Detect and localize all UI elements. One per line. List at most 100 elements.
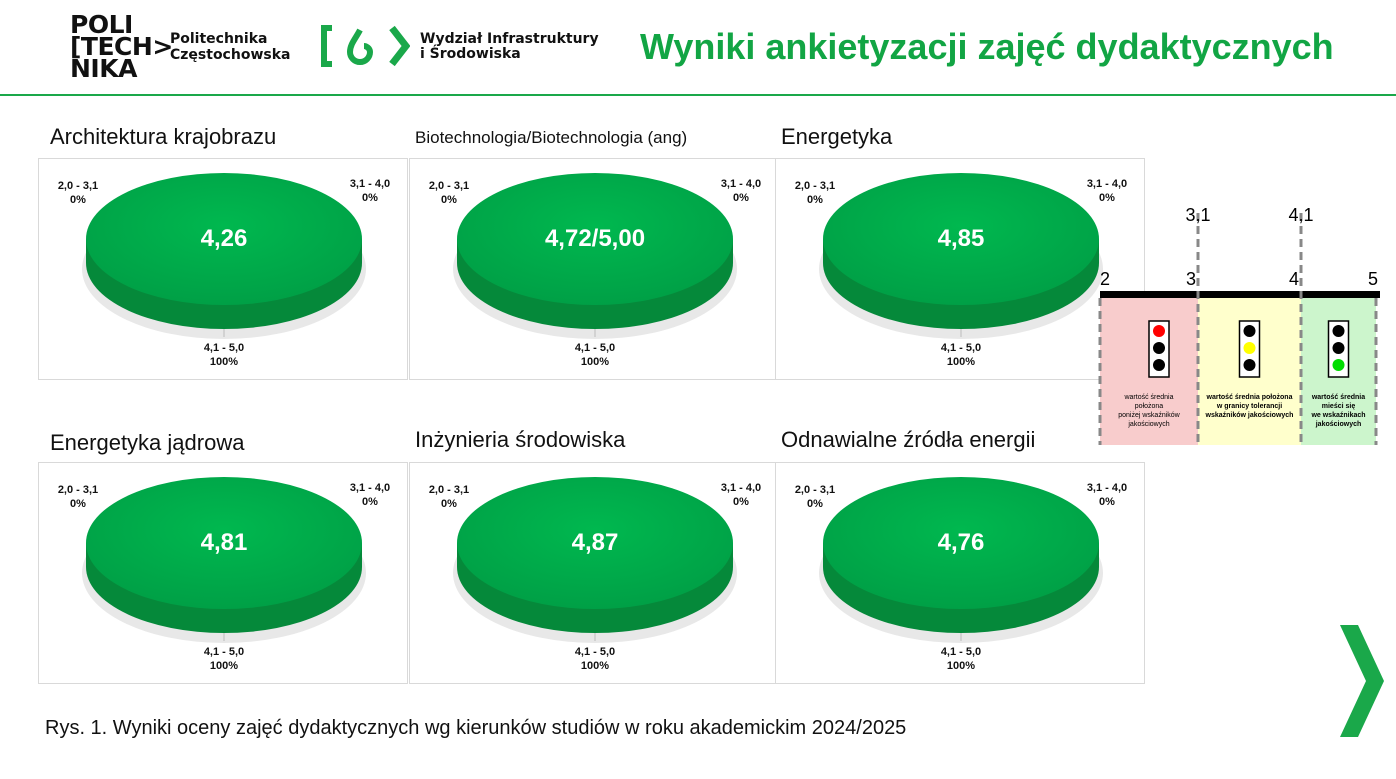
- pie-slice-4.1-5.0[interactable]: [823, 477, 1099, 609]
- slice-range: 3,1 - 4,0: [349, 482, 391, 494]
- chart-title: Architektura krajobrazu: [50, 124, 277, 149]
- slice-percent: 0%: [441, 498, 457, 510]
- slice-label: 3,1 - 4,0 0%: [1072, 481, 1142, 509]
- legend-zone-text: w granicy tolerancji: [1216, 403, 1282, 410]
- legend-zone-text: we wskaźnikach: [1310, 412, 1365, 419]
- slice-range: 3,1 - 4,0: [720, 482, 762, 494]
- slice-label: 2,0 - 3,1 0%: [414, 179, 484, 207]
- scale-bar: [1100, 291, 1380, 298]
- slice-range: 2,0 - 3,1: [57, 180, 99, 192]
- university-name: Politechnika Częstochowska: [170, 31, 290, 63]
- slice-label: 4,1 - 5,0 100%: [550, 341, 640, 369]
- pie-slice-4.1-5.0[interactable]: [457, 477, 733, 609]
- slice-percent: 100%: [209, 356, 239, 368]
- pie-slice-4.1-5.0[interactable]: [823, 173, 1099, 305]
- legend-zone-text: jakościowych: [1127, 421, 1169, 428]
- pie-chart-panel: 4,87 2,0 - 3,1 0% 3,1 - 4,0 0% 4,1 - 5,0 100%: [409, 462, 779, 684]
- legend-zone-text: wartość średnia położona: [1206, 394, 1293, 401]
- chart-title: Energetyka jądrowa: [50, 430, 245, 455]
- slice-range: 3,1 - 4,0: [1086, 178, 1128, 190]
- slice-range: 4,1 - 5,0: [203, 342, 245, 354]
- pie-chart-panel: 4,81 2,0 - 3,1 0% 3,1 - 4,0 0% 4,1 - 5,0 100%: [38, 462, 408, 684]
- pie-chart-panel: 4,76 2,0 - 3,1 0% 3,1 - 4,0 0% 4,1 - 5,0 100%: [775, 462, 1145, 684]
- slice-percent: 0%: [807, 498, 823, 510]
- slice-percent: 0%: [362, 192, 378, 204]
- scale-tick: 3: [1186, 269, 1196, 289]
- slice-range: 4,1 - 5,0: [203, 646, 245, 658]
- slice-range: 3,1 - 4,0: [720, 178, 762, 190]
- light-bulb: [1243, 359, 1256, 371]
- slice-percent: 100%: [209, 660, 239, 672]
- legend-zone-text: mieści się: [1322, 403, 1356, 410]
- slice-label: 4,1 - 5,0 100%: [179, 341, 269, 369]
- slice-range: 2,0 - 3,1: [794, 484, 836, 496]
- slice-range: 3,1 - 4,0: [1086, 482, 1128, 494]
- slice-percent: 100%: [580, 356, 610, 368]
- slice-percent: 0%: [1099, 192, 1115, 204]
- scale-tick: 5: [1368, 269, 1378, 289]
- quality-legend: wartość średnia położona poniżej wskaźnikó…: [1098, 205, 1380, 445]
- pie-slice-4.1-5.0[interactable]: [86, 477, 362, 609]
- slice-range: 2,0 - 3,1: [794, 180, 836, 192]
- slice-label: 2,0 - 3,1 0%: [43, 179, 113, 207]
- legend-zone-text: jakościowych: [1315, 421, 1362, 428]
- pie-chart-panel: 4,26 2,0 - 3,1 0% 3,1 - 4,0 0% 4,1 - 5,0 100%: [38, 158, 408, 380]
- slice-label: 2,0 - 3,1 0%: [780, 179, 850, 207]
- pie-svg: [82, 173, 366, 339]
- slice-label: 3,1 - 4,0 0%: [335, 481, 405, 509]
- slice-percent: 0%: [733, 192, 749, 204]
- pie-svg: [82, 477, 366, 643]
- pie-svg: [453, 477, 737, 643]
- slice-range: 4,1 - 5,0: [940, 646, 982, 658]
- slice-label: 4,1 - 5,0 100%: [179, 645, 269, 673]
- pie-center-value: 4,72/5,00: [544, 225, 646, 252]
- light-bulb: [1153, 359, 1165, 371]
- legend-zone-text: poniżej wskaźników: [1118, 412, 1180, 419]
- politechnika-logo: POLI [TECH> NIKA: [70, 12, 173, 83]
- logo-line: [TECH>: [70, 32, 173, 61]
- slice-percent: 100%: [946, 356, 976, 368]
- chart-title: Odnawialne źródła energii: [781, 427, 1036, 452]
- slice-percent: 0%: [1099, 496, 1115, 508]
- next-arrow-icon[interactable]: [1340, 625, 1384, 737]
- slice-percent: 0%: [441, 194, 457, 206]
- slice-percent: 0%: [733, 496, 749, 508]
- slice-label: 4,1 - 5,0 100%: [916, 645, 1006, 673]
- light-bulb: [1153, 342, 1165, 354]
- pie-center-value: 4,81: [200, 529, 248, 556]
- pie-svg: [453, 173, 737, 339]
- slice-range: 4,1 - 5,0: [574, 646, 616, 658]
- scale-tick: 2: [1100, 269, 1110, 289]
- light-bulb: [1332, 359, 1345, 371]
- university-name-line: Politechnika: [170, 31, 268, 47]
- legend-zone-text: położona: [1135, 403, 1164, 410]
- light-bulb: [1243, 325, 1256, 337]
- pie-chart-panel: 4,72/5,00 2,0 - 3,1 0% 3,1 - 4,0 0% 4,1 - 5,0…: [409, 158, 779, 380]
- pie-svg: [819, 477, 1103, 643]
- chart-title: Biotechnologia/Biotechnologia (ang): [415, 128, 688, 147]
- figure-caption: Rys. 1. Wyniki oceny zajęć dydaktycznych…: [45, 717, 907, 739]
- light-bulb: [1153, 325, 1165, 337]
- slice-range: 2,0 - 3,1: [57, 484, 99, 496]
- threshold-label: 3,1: [1185, 205, 1210, 225]
- slice-percent: 0%: [70, 194, 86, 206]
- logo-line: NIKA: [70, 54, 137, 83]
- light-bulb: [1332, 325, 1345, 337]
- header-divider: [0, 94, 1396, 96]
- slice-label: 3,1 - 4,0 0%: [706, 481, 776, 509]
- pie-slice-4.1-5.0[interactable]: [86, 173, 362, 305]
- pie-svg: [819, 173, 1103, 339]
- slice-label: 3,1 - 4,0 0%: [335, 177, 405, 205]
- pie-center-value: 4,26: [200, 225, 248, 252]
- faculty-name-line: Wydział Infrastruktury: [420, 31, 599, 47]
- page-title: Wyniki ankietyzacji zajęć dydaktycznych: [640, 26, 1334, 67]
- slice-label: 3,1 - 4,0 0%: [706, 177, 776, 205]
- slice-percent: 100%: [946, 660, 976, 672]
- slice-range: 2,0 - 3,1: [428, 484, 470, 496]
- slice-range: 4,1 - 5,0: [574, 342, 616, 354]
- slice-percent: 0%: [70, 498, 86, 510]
- threshold-label: 4,1: [1288, 205, 1313, 225]
- pie-slice-4.1-5.0[interactable]: [457, 173, 733, 305]
- chart-title: Energetyka: [781, 124, 893, 149]
- slice-range: 3,1 - 4,0: [349, 178, 391, 190]
